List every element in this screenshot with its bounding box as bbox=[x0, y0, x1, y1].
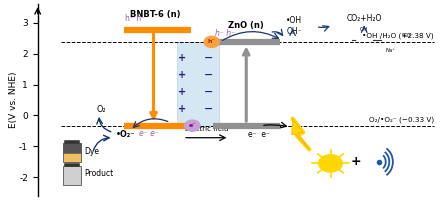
Bar bbox=[177, 42, 219, 126]
Text: CO₂+H₂O: CO₂+H₂O bbox=[347, 14, 382, 23]
Bar bbox=[63, 143, 81, 153]
Text: O₂/•O₂⁻ (−0.33 V): O₂/•O₂⁻ (−0.33 V) bbox=[369, 117, 434, 123]
Text: BNBT-6 (n): BNBT-6 (n) bbox=[130, 10, 181, 19]
Circle shape bbox=[185, 120, 200, 131]
Text: h⁻ h⁻: h⁻ h⁻ bbox=[215, 29, 235, 38]
Text: +: + bbox=[178, 70, 186, 80]
Text: OH⁻: OH⁻ bbox=[286, 27, 302, 36]
Bar bbox=[63, 166, 81, 185]
Text: Na⁺: Na⁺ bbox=[385, 48, 395, 53]
Text: +: + bbox=[178, 104, 186, 114]
Text: SO₃⁻: SO₃⁻ bbox=[401, 33, 414, 38]
Text: Product: Product bbox=[84, 169, 113, 178]
Text: +: + bbox=[178, 53, 186, 63]
Text: h⁻: h⁻ bbox=[208, 39, 216, 44]
Circle shape bbox=[204, 36, 219, 47]
Text: −: − bbox=[204, 70, 213, 80]
Polygon shape bbox=[292, 119, 309, 149]
Text: Dye: Dye bbox=[84, 147, 99, 156]
Text: •OH: •OH bbox=[286, 16, 302, 25]
Bar bbox=[64, 140, 79, 143]
Text: −: − bbox=[204, 53, 213, 63]
Text: e⁻ e⁻: e⁻ e⁻ bbox=[139, 129, 159, 138]
Text: e⁻  e⁻: e⁻ e⁻ bbox=[248, 130, 270, 139]
Text: OH: OH bbox=[360, 27, 368, 32]
Text: Electric field: Electric field bbox=[184, 126, 228, 132]
Bar bbox=[64, 163, 79, 166]
Bar bbox=[63, 143, 81, 162]
Text: •O₂⁻: •O₂⁻ bbox=[116, 130, 135, 139]
Text: +: + bbox=[178, 87, 186, 97]
Text: •OH /H₂O (+2.38 V): •OH /H₂O (+2.38 V) bbox=[362, 33, 434, 39]
Circle shape bbox=[319, 155, 342, 172]
Y-axis label: E(V vs. NHE): E(V vs. NHE) bbox=[9, 72, 18, 128]
Text: ZnO (n): ZnO (n) bbox=[228, 21, 264, 30]
Text: −: − bbox=[204, 104, 213, 114]
Text: O₂: O₂ bbox=[97, 105, 106, 114]
Text: h⁻ h⁻: h⁻ h⁻ bbox=[125, 14, 145, 23]
Text: e⁻: e⁻ bbox=[189, 123, 196, 128]
Text: +: + bbox=[351, 155, 361, 168]
Text: −: − bbox=[204, 87, 213, 97]
